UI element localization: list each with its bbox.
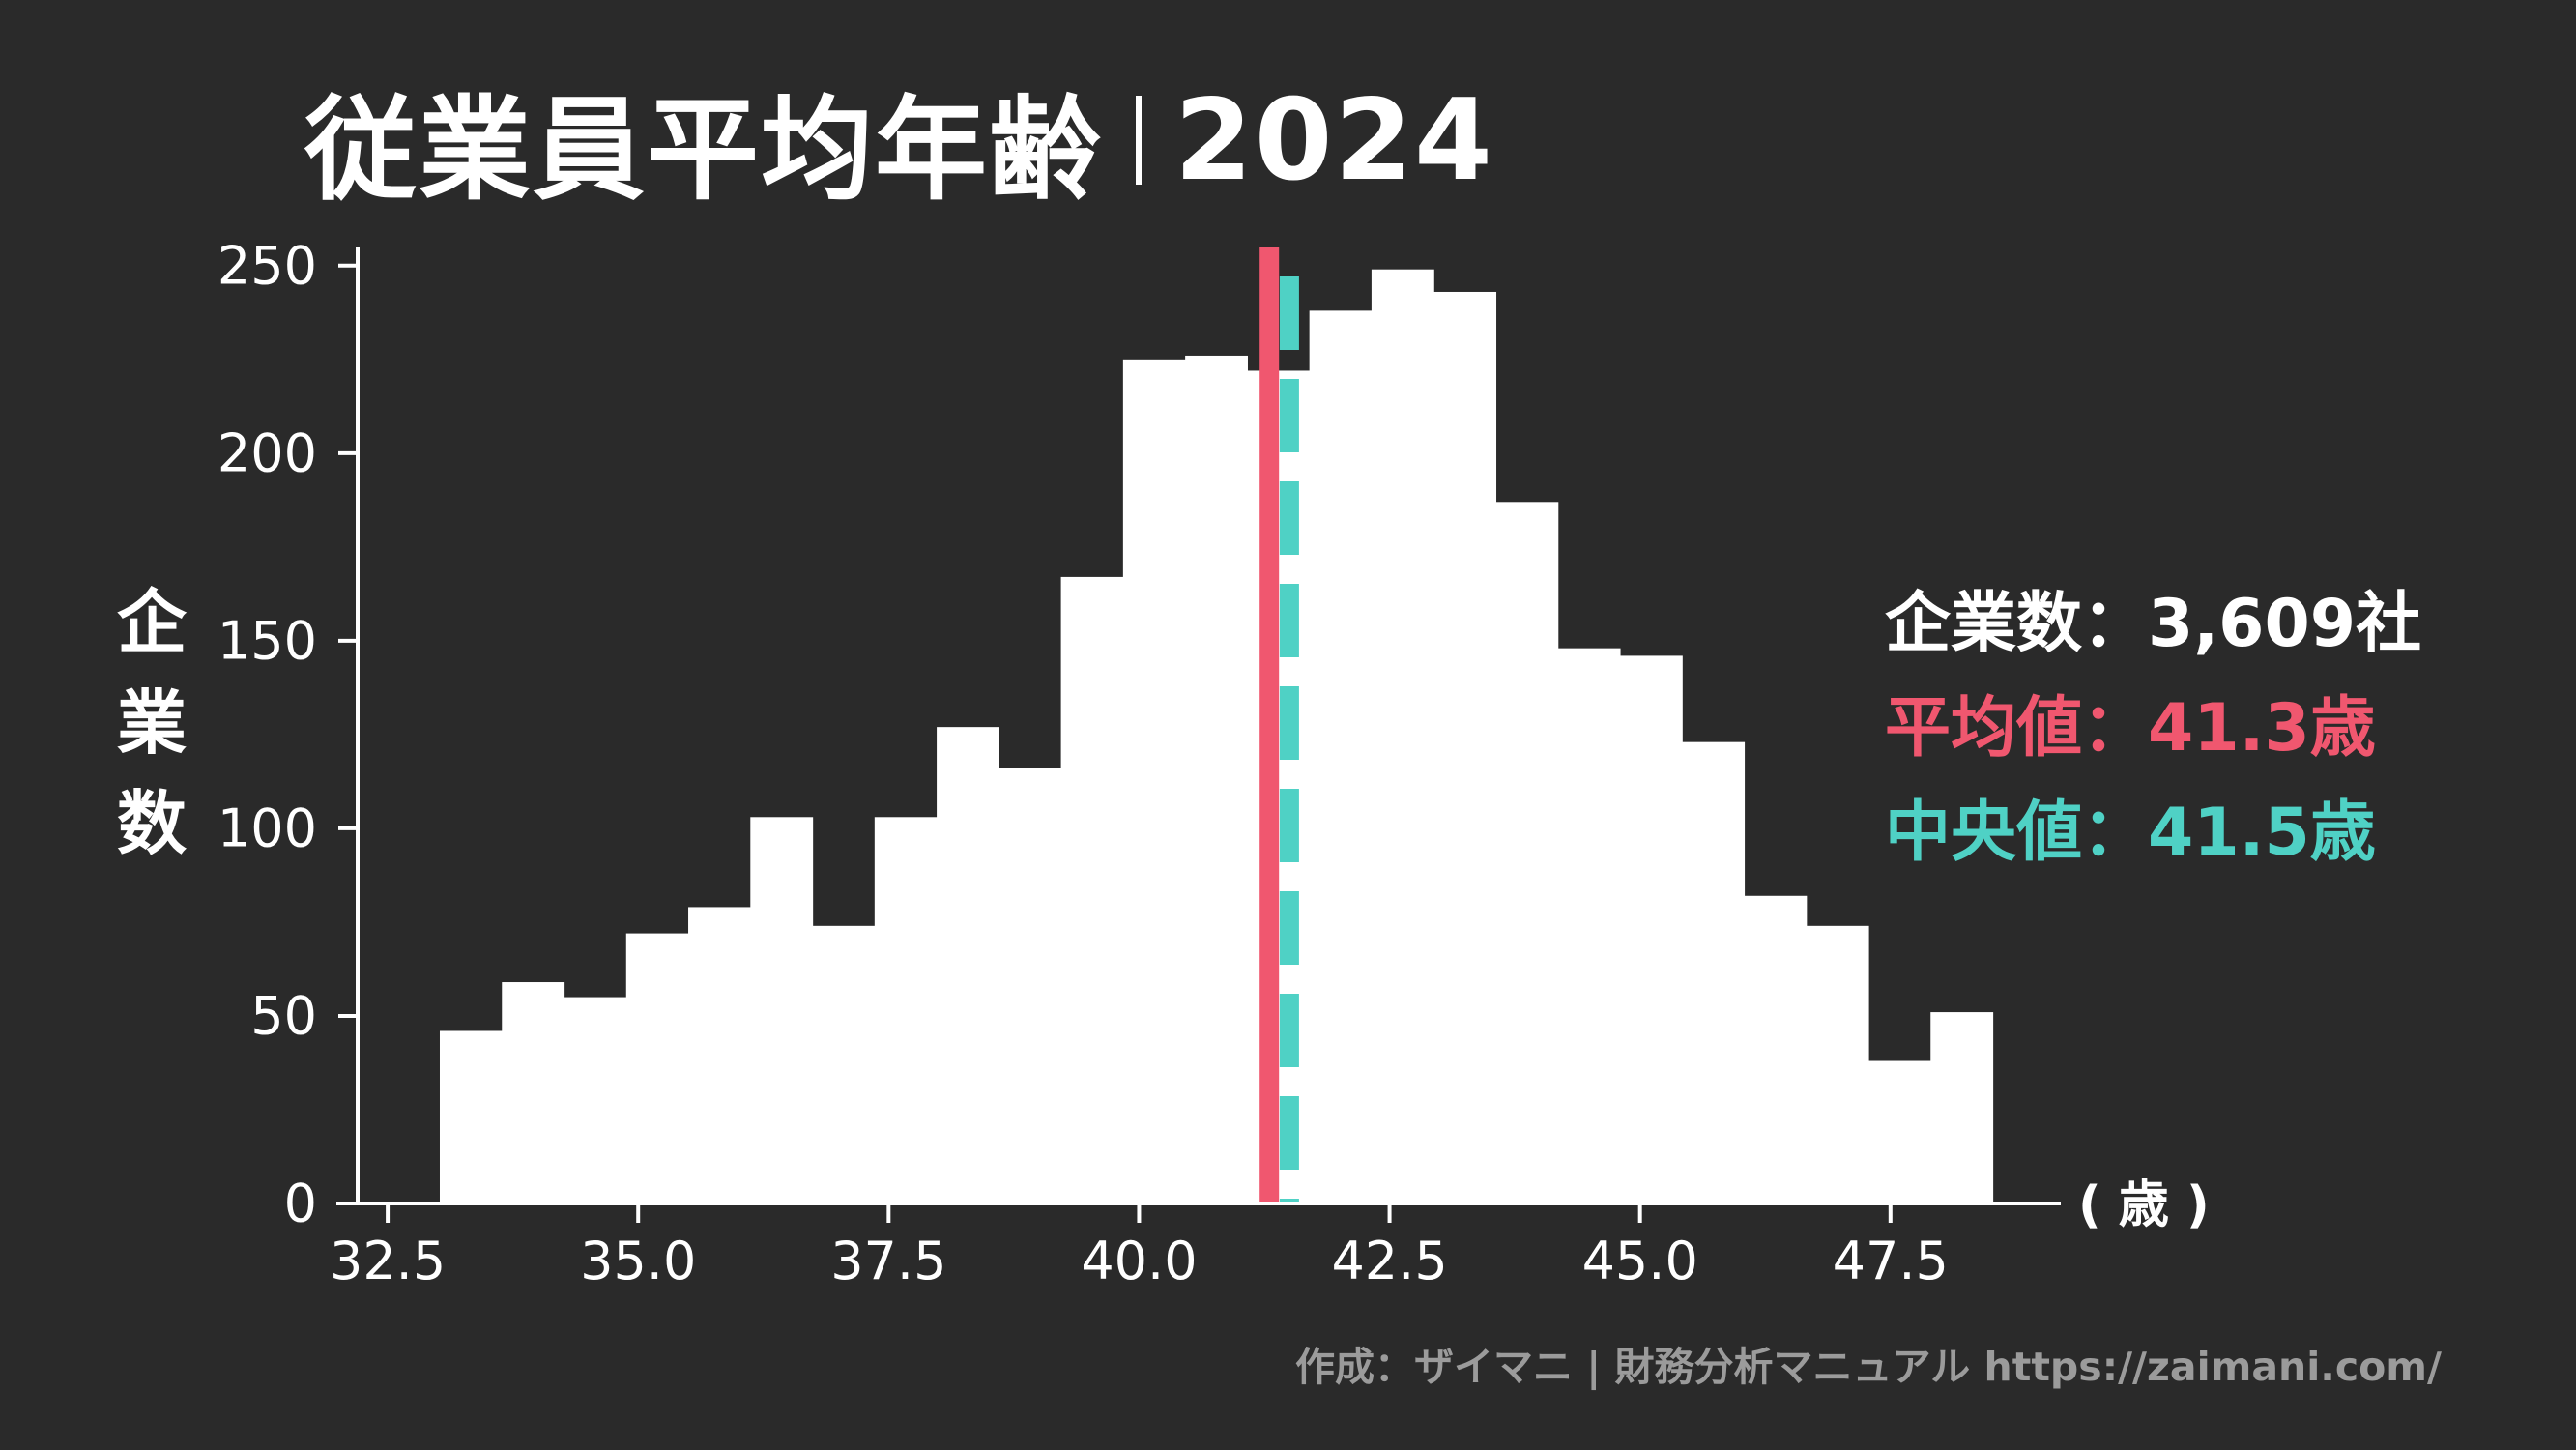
histogram-bar-24 <box>1867 1060 1931 1204</box>
histogram-bar-20 <box>1619 655 1683 1204</box>
y-tick-label-5: 250 <box>217 235 317 296</box>
stat-median-label: 中央値 <box>1885 795 2083 871</box>
x-tick-label-4: 42.5 <box>1331 1231 1447 1291</box>
y-tick-label-4: 200 <box>217 422 317 483</box>
stats-legend: 企業数：3,609社 平均値：41.3歳 中央値：41.5歳 <box>1885 572 2421 885</box>
x-tick-label-1: 35.0 <box>580 1231 696 1291</box>
stat-count-label: 企業数 <box>1885 586 2083 662</box>
y-tick-label-1: 50 <box>250 985 317 1046</box>
stat-mean-value: 41.3歳 <box>2148 690 2376 767</box>
credit-text: 作成：ザイマニ | 財務分析マニュアル https://zaimani.com/ <box>1294 1344 2442 1390</box>
histogram-bar-11 <box>1060 576 1124 1204</box>
histogram-bar-2 <box>502 982 565 1204</box>
histogram-bars <box>439 269 1994 1204</box>
stat-median-value: 41.5歳 <box>2148 795 2376 871</box>
y-axis-label-char-0: 企 <box>116 582 187 663</box>
axes: 0 50 100 150 200 250 32.5 35.0 37.5 40.0 42.5 45.0 4… <box>217 235 2210 1291</box>
y-tick-label-2: 100 <box>217 798 317 858</box>
reference-lines <box>1259 247 1299 1204</box>
stat-count-sep: ： <box>2082 586 2149 662</box>
histogram-bar-19 <box>1557 648 1621 1204</box>
histogram-bar-21 <box>1682 741 1746 1204</box>
stat-mean-sep: ： <box>2082 690 2149 767</box>
x-tick-label-6: 47.5 <box>1833 1231 1949 1291</box>
histogram-bar-12 <box>1122 359 1186 1204</box>
y-axis-label-char-1: 業 <box>116 682 187 764</box>
histogram-bar-10 <box>999 768 1062 1204</box>
y-tick-label-3: 150 <box>217 610 317 671</box>
stat-median: 中央値：41.5歳 <box>1885 781 2421 885</box>
histogram-bar-7 <box>812 925 876 1204</box>
histogram-bar-1 <box>439 1030 503 1204</box>
histogram-bar-8 <box>874 817 938 1204</box>
histogram-bar-3 <box>564 997 627 1204</box>
histogram-bar-22 <box>1744 895 1808 1204</box>
y-axis-label-char-2: 数 <box>116 783 187 864</box>
title-separator <box>1136 96 1142 185</box>
histogram-bar-16 <box>1371 269 1434 1204</box>
histogram-bar-18 <box>1495 502 1559 1204</box>
stat-median-sep: ： <box>2082 795 2149 871</box>
x-tick-label-2: 37.5 <box>830 1231 946 1291</box>
histogram-bar-5 <box>688 907 751 1204</box>
x-tick-label-0: 32.5 <box>330 1231 446 1291</box>
stat-mean: 平均値：41.3歳 <box>1885 677 2421 781</box>
y-tick-label-0: 0 <box>284 1174 317 1234</box>
histogram-bar-15 <box>1309 310 1373 1204</box>
x-tick-label-5: 45.0 <box>1582 1231 1698 1291</box>
histogram-bar-17 <box>1433 291 1497 1204</box>
x-axis-label: ( 歳 ) <box>2078 1176 2210 1234</box>
stat-count-value: 3,609社 <box>2148 586 2422 662</box>
histogram-bar-9 <box>937 727 999 1204</box>
histogram-bar-13 <box>1185 355 1248 1204</box>
x-tick-label-3: 40.0 <box>1081 1231 1197 1291</box>
stat-count: 企業数：3,609社 <box>1885 572 2421 677</box>
chart-title: 従業員平均年齢 2024 <box>304 68 1494 217</box>
histogram-bar-23 <box>1806 925 1869 1204</box>
y-axis-label: 企業数 <box>108 572 195 874</box>
stat-mean-label: 平均値 <box>1885 690 2083 767</box>
histogram-bar-25 <box>1930 1012 1994 1204</box>
histogram-bar-4 <box>625 933 689 1204</box>
histogram-bar-6 <box>750 817 814 1204</box>
title-main: 従業員平均年齢 <box>304 85 1103 216</box>
title-year: 2024 <box>1174 74 1494 206</box>
